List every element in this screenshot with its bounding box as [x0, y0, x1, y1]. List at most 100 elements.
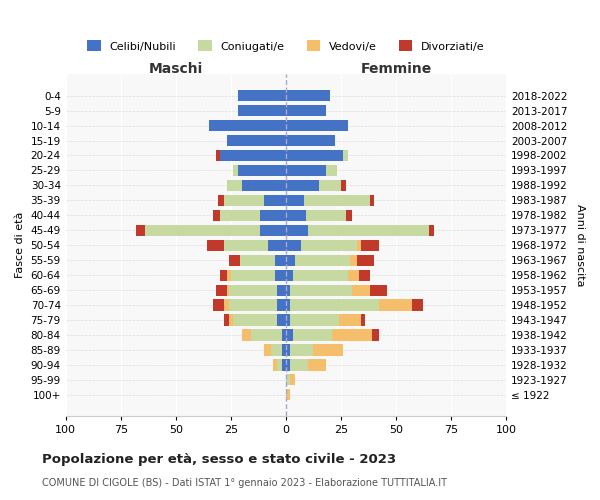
- Bar: [290, 360, 308, 370]
- Bar: [286, 165, 326, 176]
- Bar: [370, 284, 388, 296]
- Bar: [286, 224, 308, 236]
- Bar: [308, 224, 430, 236]
- Bar: [356, 240, 361, 251]
- Bar: [238, 90, 286, 101]
- Bar: [231, 270, 275, 281]
- Bar: [379, 300, 412, 310]
- Bar: [227, 270, 231, 281]
- Bar: [238, 105, 286, 116]
- Bar: [372, 330, 379, 340]
- Legend: Celibi/Nubili, Coniugati/e, Vedovi/e, Divorziati/e: Celibi/Nubili, Coniugati/e, Vedovi/e, Di…: [83, 36, 490, 56]
- Bar: [346, 210, 352, 221]
- Bar: [281, 344, 286, 356]
- Bar: [286, 90, 330, 101]
- Bar: [304, 194, 370, 206]
- Bar: [301, 240, 356, 251]
- Bar: [286, 210, 306, 221]
- Bar: [361, 314, 365, 326]
- Bar: [290, 374, 295, 386]
- Bar: [242, 330, 251, 340]
- Bar: [260, 224, 286, 236]
- Bar: [286, 120, 348, 131]
- Bar: [227, 135, 286, 146]
- Text: Maschi: Maschi: [149, 62, 203, 76]
- Text: Femmine: Femmine: [361, 62, 432, 76]
- Bar: [277, 284, 286, 296]
- Bar: [286, 360, 290, 370]
- Bar: [286, 284, 290, 296]
- Bar: [295, 254, 350, 266]
- Bar: [238, 165, 286, 176]
- Bar: [277, 314, 286, 326]
- Bar: [227, 180, 242, 191]
- Bar: [430, 224, 434, 236]
- Bar: [207, 240, 224, 251]
- Y-axis label: Anni di nascita: Anni di nascita: [575, 204, 585, 286]
- Bar: [332, 330, 372, 340]
- Bar: [293, 330, 332, 340]
- Bar: [290, 344, 313, 356]
- Bar: [352, 284, 370, 296]
- Bar: [209, 120, 286, 131]
- Bar: [290, 314, 339, 326]
- Bar: [319, 180, 341, 191]
- Bar: [286, 300, 290, 310]
- Bar: [233, 314, 277, 326]
- Bar: [348, 270, 359, 281]
- Bar: [286, 344, 290, 356]
- Bar: [242, 180, 286, 191]
- Bar: [215, 150, 220, 161]
- Bar: [136, 224, 145, 236]
- Bar: [370, 194, 374, 206]
- Bar: [341, 180, 346, 191]
- Bar: [145, 224, 260, 236]
- Bar: [286, 314, 290, 326]
- Bar: [220, 150, 286, 161]
- Bar: [275, 270, 286, 281]
- Bar: [286, 105, 326, 116]
- Bar: [339, 314, 361, 326]
- Bar: [286, 150, 343, 161]
- Bar: [229, 300, 277, 310]
- Bar: [286, 240, 301, 251]
- Bar: [286, 330, 293, 340]
- Bar: [412, 300, 422, 310]
- Bar: [215, 284, 227, 296]
- Bar: [229, 254, 240, 266]
- Bar: [275, 254, 286, 266]
- Bar: [260, 210, 286, 221]
- Bar: [286, 135, 335, 146]
- Bar: [313, 344, 343, 356]
- Bar: [224, 314, 229, 326]
- Bar: [293, 270, 348, 281]
- Bar: [290, 300, 379, 310]
- Bar: [251, 330, 281, 340]
- Bar: [227, 284, 229, 296]
- Bar: [277, 360, 281, 370]
- Bar: [286, 254, 295, 266]
- Bar: [286, 270, 293, 281]
- Bar: [273, 360, 277, 370]
- Bar: [264, 344, 271, 356]
- Bar: [220, 210, 260, 221]
- Bar: [277, 300, 286, 310]
- Bar: [220, 270, 227, 281]
- Bar: [268, 240, 286, 251]
- Bar: [229, 284, 277, 296]
- Bar: [214, 300, 224, 310]
- Bar: [308, 360, 326, 370]
- Bar: [214, 210, 220, 221]
- Bar: [286, 180, 319, 191]
- Bar: [233, 165, 238, 176]
- Bar: [286, 389, 290, 400]
- Y-axis label: Fasce di età: Fasce di età: [15, 212, 25, 278]
- Text: Popolazione per età, sesso e stato civile - 2023: Popolazione per età, sesso e stato civil…: [42, 452, 396, 466]
- Bar: [281, 330, 286, 340]
- Bar: [361, 240, 379, 251]
- Bar: [264, 194, 286, 206]
- Bar: [224, 194, 264, 206]
- Bar: [224, 300, 229, 310]
- Bar: [286, 194, 304, 206]
- Bar: [271, 344, 281, 356]
